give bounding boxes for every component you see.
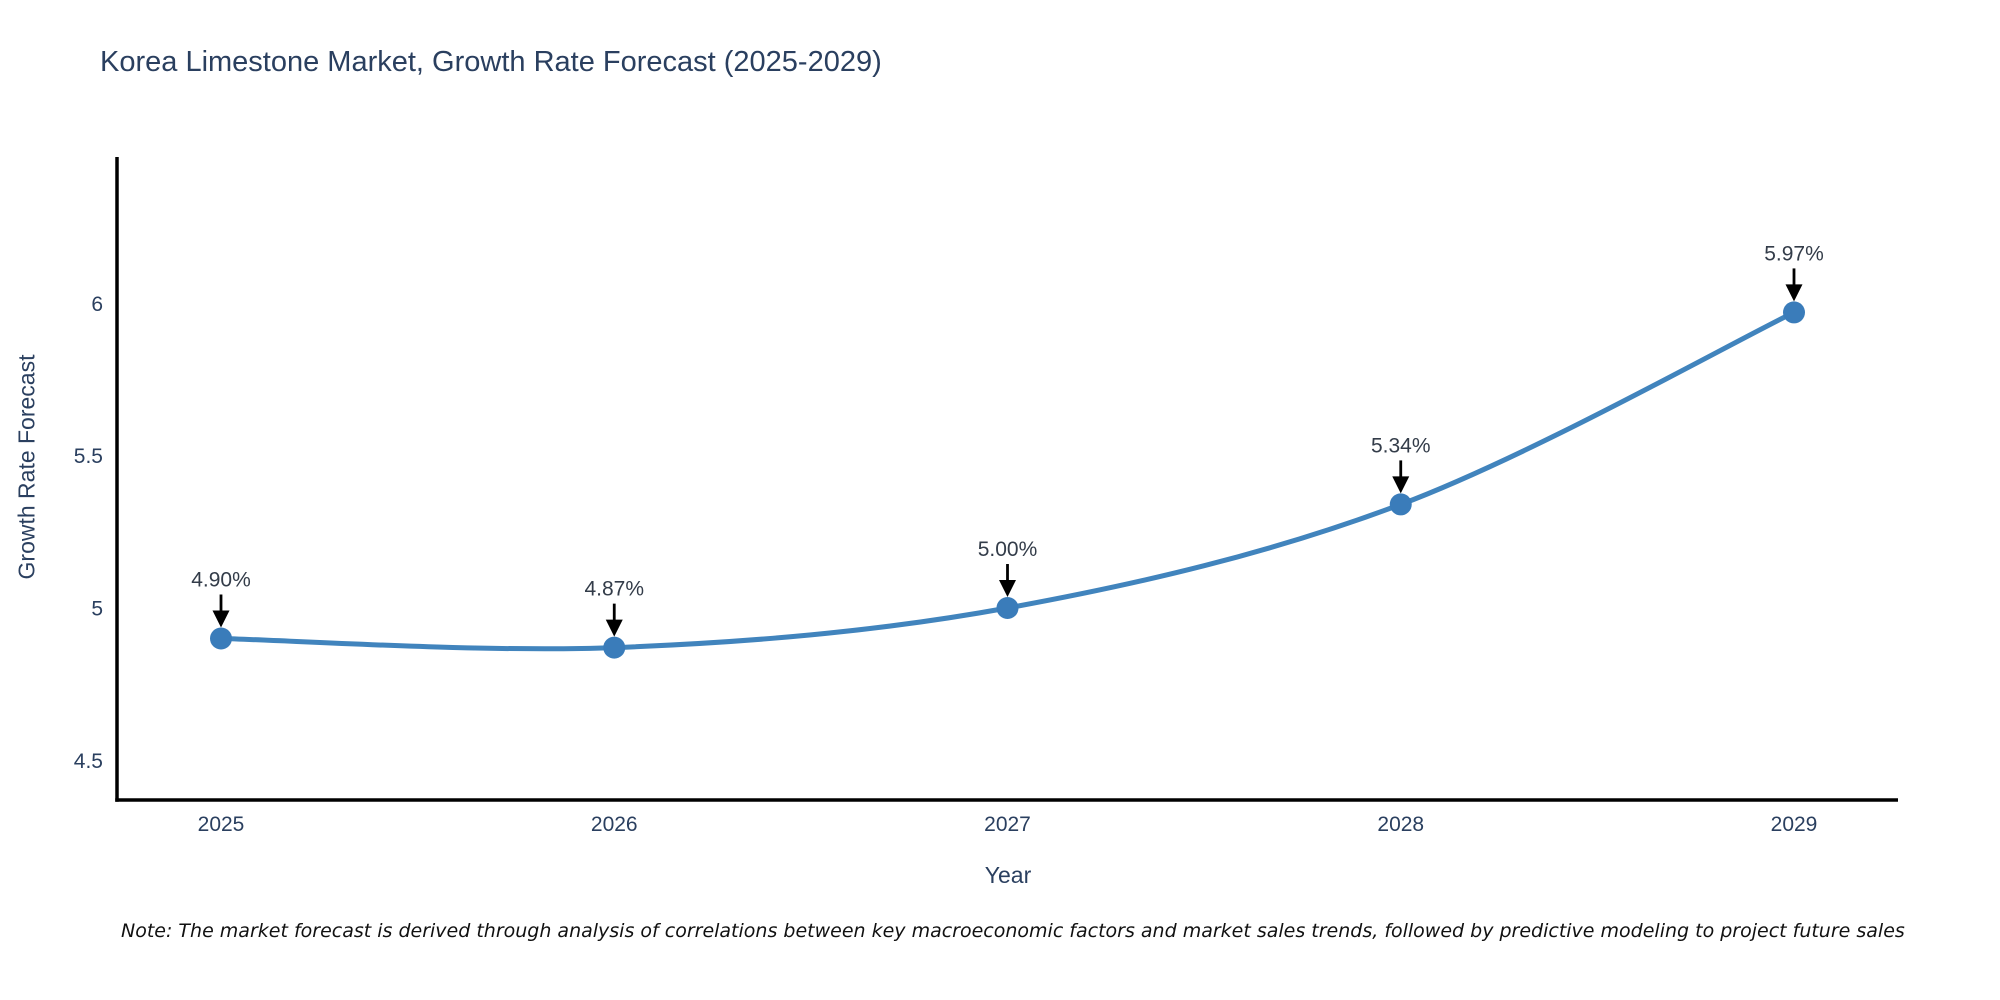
chart-title: Korea Limestone Market, Growth Rate Fore… [100,46,882,78]
y-tick-label: 4.5 [74,750,103,773]
y-tick-label: 5.5 [74,445,103,468]
data-point-marker [603,636,626,659]
x-tick-label: 2029 [1771,813,1818,836]
annotation-arrowhead [1392,476,1410,494]
data-point-marker [210,627,232,650]
annotation-label: 4.90% [191,568,251,591]
x-tick-label: 2027 [984,813,1031,836]
annotation-arrowhead [212,610,230,628]
annotation-label: 5.97% [1764,242,1824,265]
data-point-marker [1389,493,1412,516]
x-tick-label: 2028 [1377,813,1424,836]
data-point-marker [996,597,1019,620]
x-tick-label: 2025 [198,813,245,836]
data-point-marker [1783,301,1805,324]
annotation-arrowhead [605,619,623,637]
annotation-arrowhead [999,580,1016,598]
annotation-arrowhead [1785,284,1803,302]
y-tick-label: 5 [91,598,103,621]
x-axis-title: Year [984,862,1032,888]
annotation-label: 5.34% [1371,434,1431,457]
footnote: Note: The market forecast is derived thr… [121,920,1905,942]
y-tick-label: 6 [91,293,103,316]
annotation-label: 4.87% [584,578,644,601]
x-tick-label: 2026 [591,813,638,836]
annotation-label: 5.00% [978,538,1038,561]
